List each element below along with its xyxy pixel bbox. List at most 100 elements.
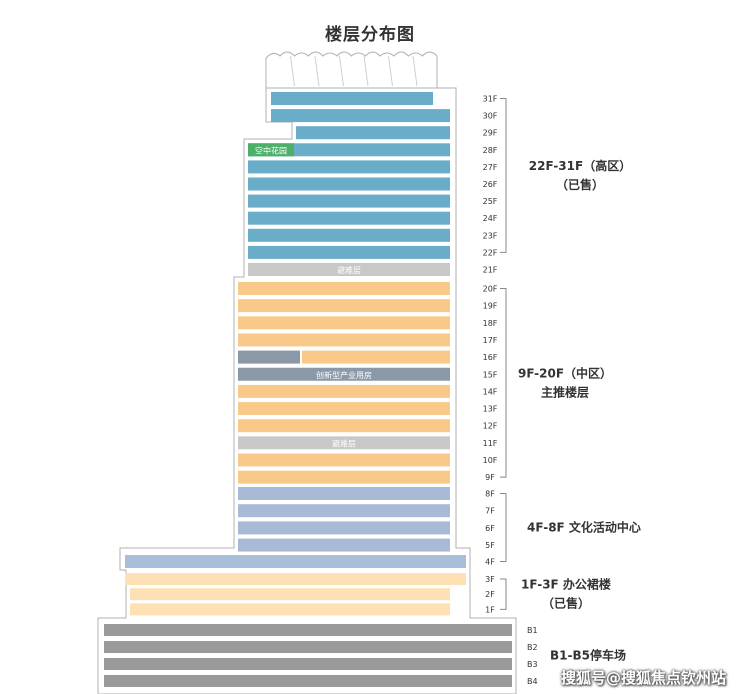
floor-bar-9f <box>238 470 450 484</box>
floor-label: 20F <box>483 285 498 294</box>
floor-bar-23f <box>248 228 450 242</box>
floor-bar-31f <box>271 92 433 105</box>
zone-bracket <box>500 578 507 610</box>
floor-bar-b4 <box>104 675 512 687</box>
crown-fin <box>363 55 369 87</box>
floor-label: 7F <box>485 507 495 516</box>
floor-bar-14f <box>238 384 450 398</box>
floor-label: 24F <box>483 214 498 223</box>
floor-bar-label: 避难层 <box>337 265 361 275</box>
floor-bar-30f <box>271 109 450 123</box>
floor-label: 2F <box>485 590 495 599</box>
zone-label: 主推楼层 <box>541 384 589 399</box>
floor-bar-17f <box>238 333 450 347</box>
crown-shape <box>265 51 438 89</box>
floor-label: 14F <box>483 387 498 396</box>
watermark: 搜狐号@搜狐焦点钦州站 <box>560 669 726 687</box>
floor-bar-label: 避难层 <box>332 438 356 448</box>
sky-garden-tag <box>248 143 294 157</box>
floor-label: B4 <box>527 677 538 686</box>
zone-bracket <box>500 98 507 253</box>
floor-bar-5f <box>238 538 450 552</box>
zone-label: 1F-3F 办公裙楼 <box>521 577 611 592</box>
floor-label: 11F <box>483 439 498 448</box>
floor-label: 21F <box>483 266 498 275</box>
floor-bar-b2 <box>104 641 512 653</box>
zone-label: B1-B5停车场 <box>550 648 626 663</box>
zone-bracket <box>500 288 507 478</box>
building-outline <box>97 87 517 694</box>
floor-bar-3f <box>125 573 466 585</box>
floor-label: B2 <box>527 643 538 652</box>
floor-bar-20f <box>238 282 450 295</box>
zone-label: （已售） <box>542 596 590 611</box>
building-crown <box>265 51 438 89</box>
floor-label: 23F <box>483 231 498 240</box>
floor-label: 25F <box>483 197 498 206</box>
floor-bar-11f <box>238 436 450 450</box>
floor-bar-24f <box>248 211 450 225</box>
floor-bar-label: 创新型产业用房 <box>316 370 372 380</box>
floor-bar-29f <box>296 126 450 140</box>
floor-bar-26f <box>248 177 450 191</box>
floor-label: 31F <box>483 95 498 104</box>
floor-label: 12F <box>483 422 498 431</box>
zone-label: 22F-31F（高区） <box>529 158 631 173</box>
floor-bar-19f <box>238 299 450 313</box>
sky-garden-label: 空中花园 <box>255 145 287 155</box>
floor-bar-21f <box>248 263 450 276</box>
floor-bar-6f <box>238 521 450 535</box>
floor-label: 1F <box>485 605 495 614</box>
zone-label: （已售） <box>556 177 604 192</box>
tower-outline <box>97 87 517 694</box>
floor-bar-15f <box>238 367 450 381</box>
floor-labels: 31F 30F 29F 28F 27F 26F 25F 24F 23F 22F 21F 20F 19F 1… <box>483 95 538 687</box>
crown-fin <box>388 55 393 87</box>
floor-label: B1 <box>527 626 538 635</box>
floor-label: 6F <box>485 524 495 533</box>
floor-bar-25f <box>248 194 450 208</box>
floor-label: 13F <box>483 405 498 414</box>
floor-bar-4f <box>125 555 466 568</box>
floor-label: 29F <box>483 129 498 138</box>
crown-fin <box>290 55 295 87</box>
zone-label: 4F-8F 文化活动中心 <box>527 520 641 535</box>
floor-label: 28F <box>483 146 498 155</box>
floor-label: 17F <box>483 336 498 345</box>
floor-bar-28f <box>248 143 450 157</box>
floor-label: 30F <box>483 112 498 121</box>
floor-bar-12f <box>238 419 450 433</box>
zone-bracket <box>500 493 507 562</box>
crown-fin <box>314 55 320 87</box>
zone-label: 9F-20F（中区） <box>518 365 612 380</box>
floor-label: 8F <box>485 490 495 499</box>
floor-label: 15F <box>483 370 498 379</box>
floor-label: 19F <box>483 302 498 311</box>
floor-bar-8f <box>238 487 450 500</box>
floor-bar-16f-industry <box>238 350 300 364</box>
floor-bar-b1 <box>104 624 512 636</box>
floor-label: 9F <box>485 473 495 482</box>
floor-label: 4F <box>485 558 495 567</box>
floor-bar-16f <box>302 350 450 364</box>
zone-annotations: 22F-31F（高区） （已售） 9F-20F（中区） 主推楼层 4F-8F 文化活动中… <box>500 98 641 663</box>
floor-bar-27f <box>248 160 450 174</box>
floor-bar-18f <box>238 316 450 330</box>
floor-label: 27F <box>483 163 498 172</box>
floor-bar-b3 <box>104 658 512 670</box>
floor-label: 10F <box>483 456 498 465</box>
floor-label: 5F <box>485 541 495 550</box>
floor-bar-7f <box>238 504 450 518</box>
floor-bar-10f <box>238 453 450 467</box>
crown-fin <box>339 55 344 87</box>
floor-label: B3 <box>527 660 538 669</box>
crown-fin <box>412 55 418 87</box>
floor-bar-2f <box>130 588 450 601</box>
floor-bar-22f <box>248 245 450 259</box>
floor-label: 18F <box>483 319 498 328</box>
floor-label: 22F <box>483 248 498 257</box>
diagram-title: 楼层分布图 <box>325 25 415 45</box>
floor-label: 16F <box>483 353 498 362</box>
